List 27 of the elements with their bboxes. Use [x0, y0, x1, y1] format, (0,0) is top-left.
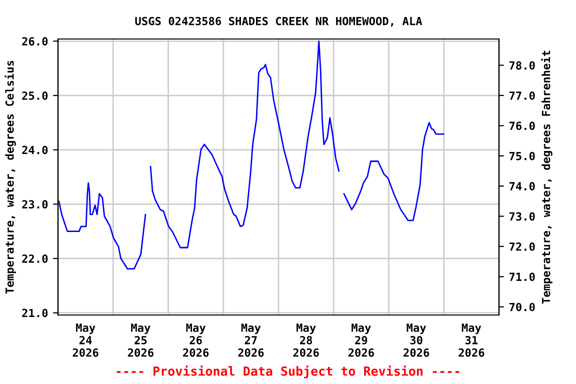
x-tick-label: May 26 2026: [183, 324, 209, 357]
text: ---- Provisional Data Subject to Revision ----: [116, 365, 460, 378]
y2-tick-label: 74.0: [509, 182, 535, 190]
x-tick-label: May 31 2026: [458, 324, 484, 357]
x-tick-label: May 29 2026: [348, 324, 374, 357]
y2-tick-label: 75.0: [509, 152, 535, 160]
y-axis-title: Temperature, water, degrees Celsius: [4, 60, 16, 294]
y2-tick-label: 73.0: [509, 212, 535, 221]
y-tick-label: 22.0: [22, 254, 48, 263]
y-tick-label: 24.0: [22, 146, 48, 154]
y2-tick-label: 76.0: [509, 122, 535, 130]
y2-tick-label: 77.0: [509, 91, 535, 100]
y2-axis-title: Temperature, water, degrees Fahrenheit: [541, 50, 552, 304]
y2-tick-label: 70.0: [509, 302, 535, 312]
y-tick-label: 21.0: [22, 308, 48, 318]
x-tick-label: May 24 2026: [72, 324, 98, 357]
y-tick-label: 26.0: [22, 37, 48, 46]
x-tick-label: May 28 2026: [293, 324, 319, 357]
y-tick-label: 23.0: [22, 200, 48, 209]
y-tick-label: 25.0: [22, 91, 48, 100]
y2-tick-label: 78.0: [509, 61, 535, 70]
chart-title: USGS 02423586 SHADES CREEK NR HOMEWOOD, ALA: [135, 16, 422, 27]
y2-tick-label: 72.0: [509, 242, 535, 251]
y2-tick-label: 71.0: [509, 272, 535, 282]
x-tick-label: May 30 2026: [404, 324, 430, 357]
x-tick-label: May 25 2026: [128, 324, 154, 357]
x-tick-label: May 27 2026: [238, 324, 264, 357]
